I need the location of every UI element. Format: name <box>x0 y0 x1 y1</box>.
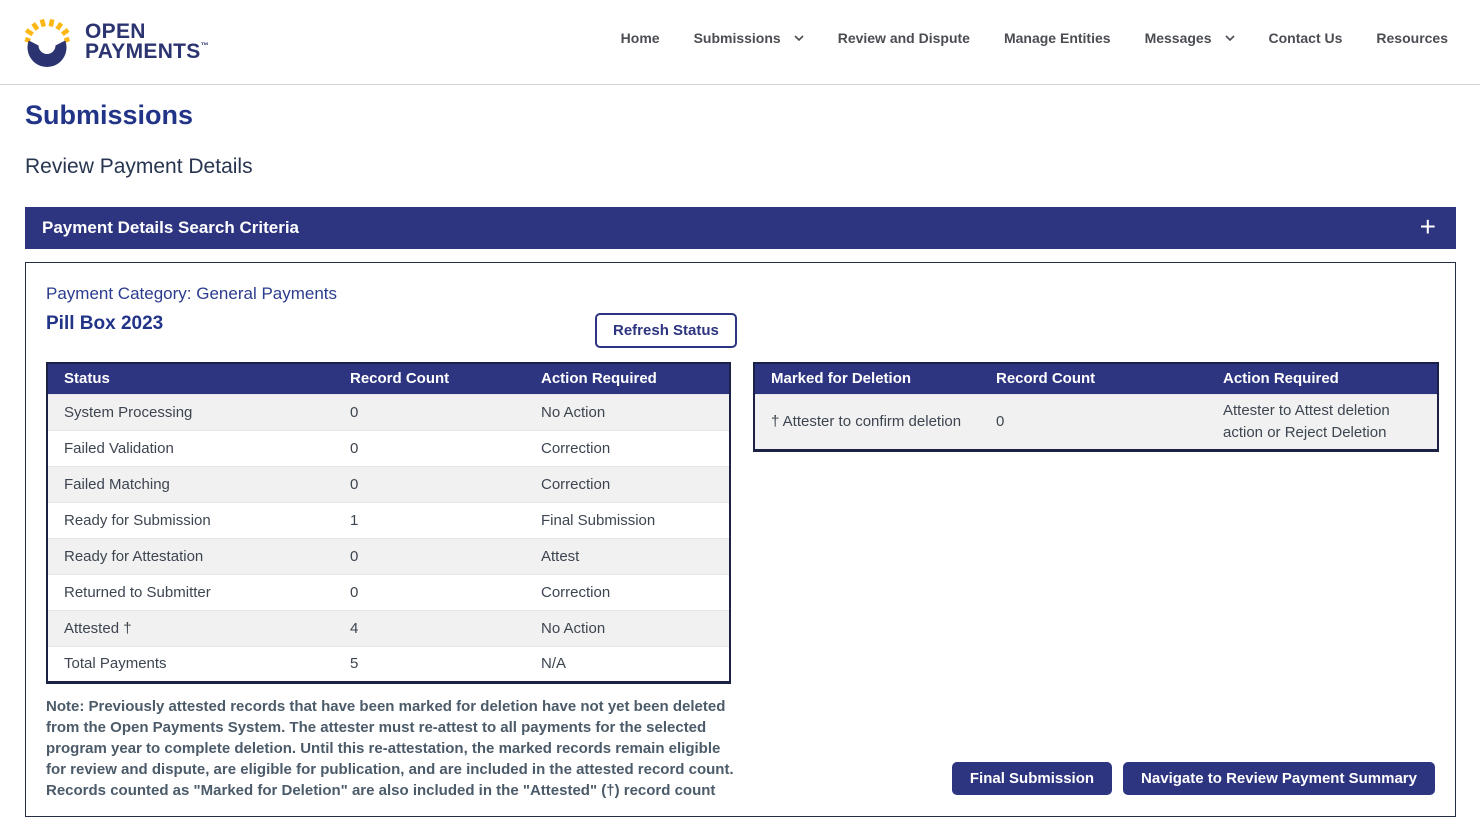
open-payments-logo-text: OPEN PAYMENTS™ <box>85 19 209 63</box>
status-table-row-cell: 0 <box>334 537 525 574</box>
status-table-row: Returned to Submitter 0 Correction <box>47 573 730 610</box>
status-table-row-cell: Correction <box>525 573 730 610</box>
nav-item-contact-us[interactable]: Contact Us <box>1269 30 1343 46</box>
status-table-row-cell: 5 <box>334 645 525 682</box>
status-table-row-cell: Failed Validation <box>47 429 334 466</box>
status-table-row: Total Payments 5 N/A <box>47 645 730 682</box>
criteria-bar-label: Payment Details Search Criteria <box>42 218 300 237</box>
deletion-note: Note: Previously attested records that h… <box>46 696 734 801</box>
page-body: Submissions Review Payment Details Payme… <box>0 100 1480 817</box>
panel-bottom-row: Note: Previously attested records that h… <box>46 696 1435 801</box>
status-table-row-cell: 0 <box>334 573 525 610</box>
nav-item-label: Contact Us <box>1268 30 1343 46</box>
tables-row: Status Record Count Action Required Syst… <box>46 362 1439 684</box>
payment-details-search-criteria-bar[interactable]: Payment Details Search Criteria + <box>25 207 1456 249</box>
status-table: Status Record Count Action Required Syst… <box>46 362 731 684</box>
nav-item-label: Submissions <box>693 30 781 46</box>
deletion-table-header-action-required: Action Required <box>1207 363 1438 394</box>
status-table-row-cell: System Processing <box>47 393 334 430</box>
status-table-header-action-required: Action Required <box>525 363 730 394</box>
status-table-row-cell: Correction <box>525 465 730 502</box>
final-submission-button[interactable]: Final Submission <box>951 761 1113 795</box>
navigate-review-payment-summary-button[interactable]: Navigate to Review Payment Summary <box>1123 761 1435 795</box>
status-table-row: System Processing 0 No Action <box>47 393 730 430</box>
status-table-row: Failed Validation 0 Correction <box>47 429 730 466</box>
status-table-row-cell: 0 <box>334 393 525 430</box>
nav-item-label: Resources <box>1376 30 1448 46</box>
nav-item-label: Home <box>620 30 660 46</box>
deletion-table-row-cell: 0 <box>980 393 1207 450</box>
deletion-note-para1: Note: Previously attested records that h… <box>46 697 734 778</box>
status-table-row-cell: Correction <box>525 429 730 466</box>
status-table-header-status: Status <box>47 363 334 394</box>
status-table-row: Ready for Attestation 0 Attest <box>47 537 730 574</box>
nav-item-resources[interactable]: Resources <box>1376 30 1448 46</box>
status-table-header-record-count: Record Count <box>334 363 525 394</box>
logo-line1: OPEN <box>85 19 146 43</box>
status-table-row-cell: No Action <box>525 393 730 430</box>
chevron-down-icon <box>1224 35 1235 41</box>
status-table-row-cell: Final Submission <box>525 501 730 538</box>
open-payments-logo[interactable]: OPEN PAYMENTS™ <box>18 13 209 71</box>
open-payments-logo-icon <box>24 18 71 68</box>
deletion-table-header-record-count: Record Count <box>980 363 1207 394</box>
nav-item-label: Manage Entities <box>1003 30 1111 46</box>
payment-details-panel: Payment Category: General Payments Pill … <box>25 262 1456 817</box>
page-subtitle: Review Payment Details <box>25 155 253 178</box>
status-table-row: Attested † 4 No Action <box>47 609 730 646</box>
status-table-row-cell: Ready for Submission <box>47 501 334 538</box>
status-table-row-cell: 1 <box>334 501 525 538</box>
status-table-row-cell: 0 <box>334 429 525 466</box>
deletion-table-header-marked: Marked for Deletion <box>754 363 980 394</box>
status-table-row-cell: Attested † <box>47 609 334 646</box>
nav-item-review-and-dispute[interactable]: Review and Dispute <box>838 30 970 46</box>
entity-name: Pill Box 2023 <box>46 313 164 334</box>
nav-item-home[interactable]: Home <box>621 30 660 46</box>
status-table-row: Failed Matching 0 Correction <box>47 465 730 502</box>
status-table-row-cell: Ready for Attestation <box>47 537 334 574</box>
nav-item-messages[interactable]: Messages <box>1145 30 1235 46</box>
status-table-row: Ready for Submission 1 Final Submission <box>47 501 730 538</box>
refresh-status-button[interactable]: Refresh Status <box>595 313 737 348</box>
deletion-note-para2: Records counted as "Marked for Deletion"… <box>46 781 716 799</box>
deletion-table-row: † Attester to confirm deletion 0 Attester … <box>754 393 1438 450</box>
main-nav: Home Submissions Review and Dispute Manage … <box>621 30 1448 46</box>
deletion-table-row-cell: † Attester to confirm deletion <box>754 393 980 450</box>
status-table-header-row: Status Record Count Action Required <box>47 363 730 394</box>
status-table-row-cell: Total Payments <box>47 645 334 682</box>
nav-item-manage-entities[interactable]: Manage Entities <box>1004 30 1111 46</box>
top-header: OPEN PAYMENTS™ Home Submissions Review and… <box>0 0 1480 85</box>
deletion-table-row-cell: Attester to Attest deletion action or Re… <box>1207 393 1438 450</box>
chevron-down-icon <box>794 35 804 41</box>
status-table-row-cell: 4 <box>334 609 525 646</box>
logo-tm: ™ <box>200 41 209 50</box>
deletion-table-header-row: Marked for Deletion Record Count Action … <box>754 363 1438 394</box>
nav-item-label: Messages <box>1144 30 1212 46</box>
status-table-row-cell: Attest <box>525 537 730 574</box>
status-table-row-cell: N/A <box>525 645 730 682</box>
status-table-row-cell: No Action <box>525 609 730 646</box>
deletion-table: Marked for Deletion Record Count Action … <box>753 362 1439 452</box>
status-table-row-cell: Failed Matching <box>47 465 334 502</box>
deletion-table-body: † Attester to confirm deletion 0 Attester … <box>754 393 1438 450</box>
status-table-body: System Processing 0 No Action Failed Valida… <box>47 393 730 682</box>
status-table-row-cell: Returned to Submitter <box>47 573 334 610</box>
panel-actions: Final Submission Navigate to Review Paym… <box>951 761 1435 795</box>
payment-category-label: Payment Category: General Payments <box>46 284 338 303</box>
nav-item-label: Review and Dispute <box>837 30 970 46</box>
status-table-row-cell: 0 <box>334 465 525 502</box>
page-title: Submissions <box>25 100 194 130</box>
nav-item-submissions[interactable]: Submissions <box>694 30 804 46</box>
expand-plus-icon[interactable]: + <box>1419 210 1436 242</box>
logo-line2: PAYMENTS <box>85 40 201 63</box>
